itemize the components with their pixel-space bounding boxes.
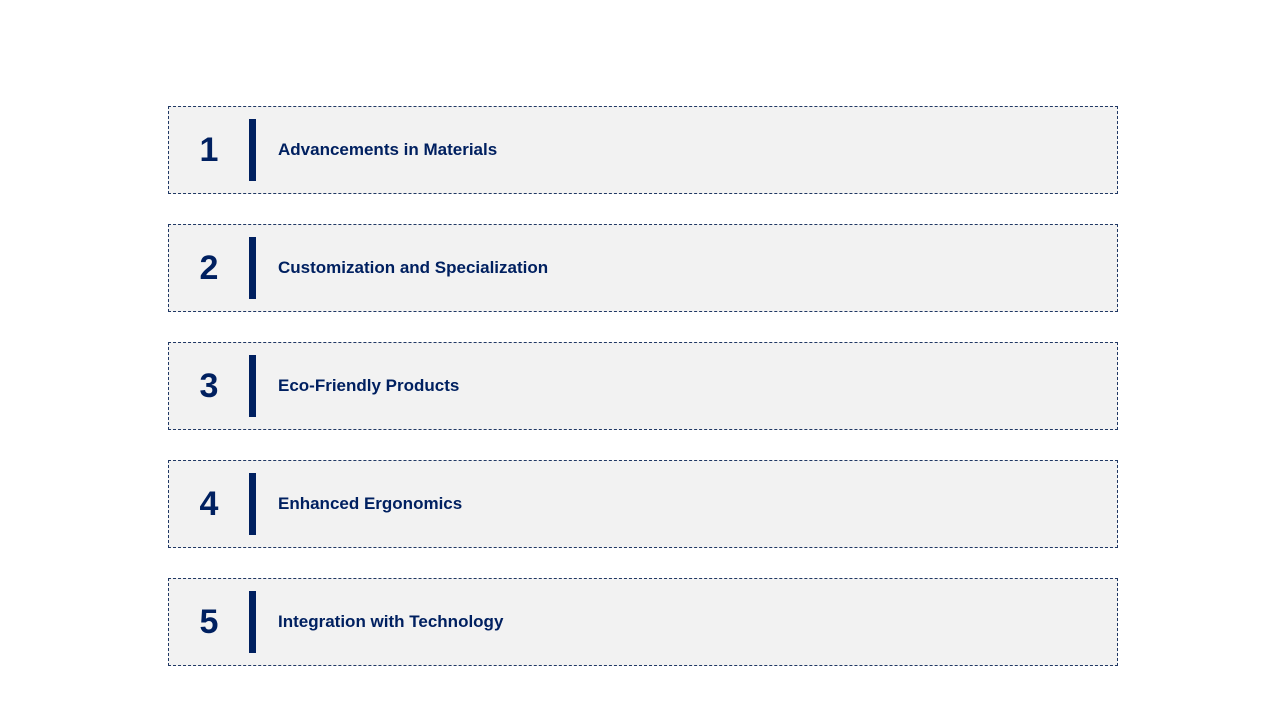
list-item: 2 Customization and Specialization [168, 224, 1118, 312]
item-number: 4 [169, 485, 249, 524]
divider-bar [249, 473, 256, 535]
divider-bar [249, 237, 256, 299]
list-item: 1 Advancements in Materials [168, 106, 1118, 194]
item-label: Integration with Technology [256, 612, 503, 632]
list-item: 5 Integration with Technology [168, 578, 1118, 666]
list-item: 4 Enhanced Ergonomics [168, 460, 1118, 548]
divider-bar [249, 119, 256, 181]
item-label: Enhanced Ergonomics [256, 494, 462, 514]
divider-bar [249, 591, 256, 653]
item-label: Advancements in Materials [256, 140, 497, 160]
item-number: 5 [169, 603, 249, 642]
item-number: 1 [169, 131, 249, 170]
divider-bar [249, 355, 256, 417]
list-item: 3 Eco-Friendly Products [168, 342, 1118, 430]
numbered-list: 1 Advancements in Materials 2 Customizat… [168, 106, 1118, 696]
item-number: 3 [169, 367, 249, 406]
item-label: Eco-Friendly Products [256, 376, 459, 396]
item-number: 2 [169, 249, 249, 288]
item-label: Customization and Specialization [256, 258, 548, 278]
